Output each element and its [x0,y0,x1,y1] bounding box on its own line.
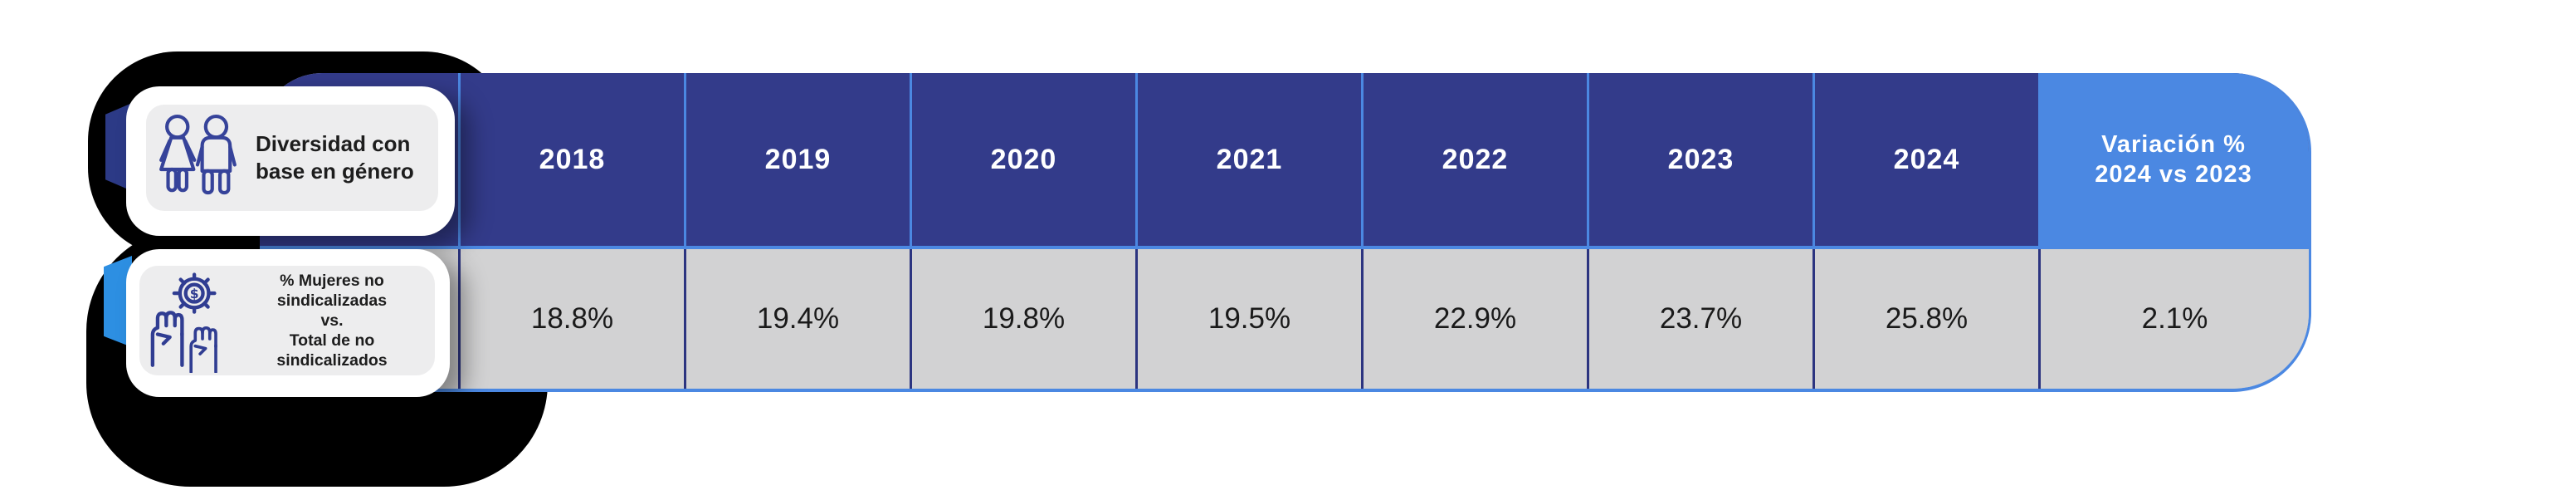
metric-card: $ % Mujeres no sind [126,249,450,397]
category-title: Diversidad con base en género [256,130,414,185]
value-cell-2023: 23.7% [1587,249,1812,389]
variation-header-line2: 2024 vs 2023 [2095,161,2252,188]
header-year-2019: 2019 [684,73,910,246]
metric-card-panel: $ % Mujeres no sind [139,266,435,375]
category-card: Diversidad con base en género [126,86,455,236]
variation-value-cell: 2.1% [2038,249,2309,389]
value-cell-2018: 18.8% [458,249,684,389]
category-title-line1: Diversidad con [256,131,411,156]
header-year-2018: 2018 [458,73,684,246]
svg-text:$: $ [190,287,199,301]
header-year-2021: 2021 [1135,73,1361,246]
metric-line1: % Mujeres no [280,272,384,290]
gear-dollar-fists-icon: $ [141,268,227,373]
metric-line5: sindicalizados [276,351,388,370]
table-header-row: 2018 2019 2020 2021 2022 2023 2024 Varia… [260,73,2309,249]
man-woman-icon [151,110,244,205]
variation-header-line1: Variación % [2101,131,2246,158]
header-year-2024: 2024 [1812,73,2038,246]
value-cell-2020: 19.8% [910,249,1135,389]
metric-line4: Total de no [289,331,375,350]
table-body-row: 18.8% 19.4% 19.8% 19.5% 22.9% 23.7% 25.8… [260,249,2309,389]
value-cell-2019: 19.4% [684,249,910,389]
metric-label: % Mujeres no sindicalizadas vs. Total de… [231,271,433,370]
header-variation-cell: Variación % 2024 vs 2023 [2038,73,2309,246]
metric-line2: sindicalizadas [276,292,388,310]
data-table: 2018 2019 2020 2021 2022 2023 2024 Varia… [260,73,2311,392]
category-card-panel: Diversidad con base en género [146,105,438,211]
value-cell-2024: 25.8% [1812,249,2038,389]
value-cell-2021: 19.5% [1135,249,1361,389]
metric-line3: vs. [320,311,344,330]
header-year-2023: 2023 [1587,73,1812,246]
value-cell-2022: 22.9% [1361,249,1587,389]
header-year-2020: 2020 [910,73,1135,246]
category-title-line2: base en género [256,159,414,184]
header-year-2022: 2022 [1361,73,1587,246]
